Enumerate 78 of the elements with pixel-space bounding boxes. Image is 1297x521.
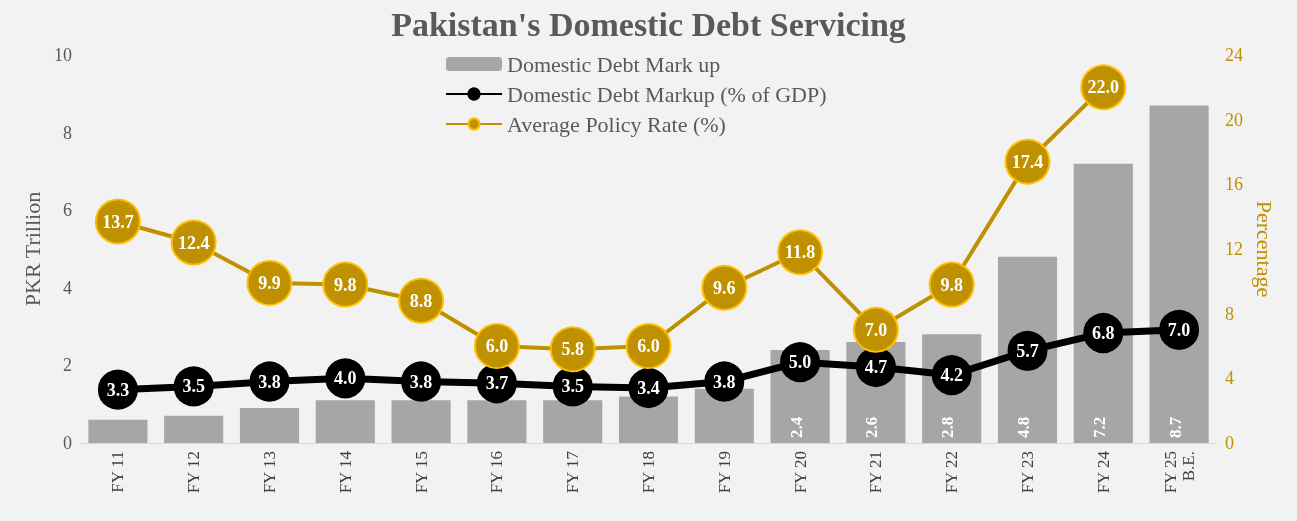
- data-label: 2.6: [862, 416, 882, 438]
- chart-title: Pakistan's Domestic Debt Servicing: [391, 5, 906, 43]
- data-label: 4.0: [334, 368, 357, 389]
- data-label: 6.0: [637, 336, 660, 356]
- bar: [391, 400, 451, 443]
- x-tick-label: FY 25 B.E.: [1160, 451, 1198, 494]
- data-label: 3.7: [485, 373, 509, 394]
- y2-tick-label: 16: [1225, 174, 1243, 195]
- y2-axis-title: Percentage: [1252, 200, 1278, 298]
- y-tick-label: 4: [63, 277, 72, 298]
- data-label: 11.8: [784, 242, 816, 263]
- bar: [239, 408, 300, 443]
- y-tick-label: 6: [63, 200, 72, 221]
- data-label: 3.5: [561, 376, 584, 397]
- data-label: 2.8: [938, 416, 958, 438]
- data-label: 8.8: [409, 290, 433, 311]
- data-label: 9.8: [334, 274, 357, 295]
- y-tick-label: 0: [63, 433, 72, 453]
- data-label: 3.8: [713, 371, 736, 392]
- bar: [467, 400, 527, 443]
- bar: [315, 400, 375, 443]
- data-label: 6.0: [485, 336, 509, 356]
- y2-tick-label: 8: [1225, 303, 1234, 324]
- data-label: 3.5: [182, 376, 205, 397]
- data-label: 9.9: [258, 272, 281, 293]
- x-tick-label: FY 15: [411, 451, 431, 494]
- x-tick-label: FY 20: [790, 451, 810, 494]
- y-tick-label: 10: [54, 45, 72, 65]
- data-label: 3.4: [637, 378, 660, 399]
- data-label: 6.8: [1092, 323, 1115, 344]
- data-label: 4.8: [1014, 416, 1033, 438]
- y-axis-title: PKR Trillion: [19, 191, 45, 307]
- bar: [543, 400, 603, 443]
- x-tick-label: FY 14: [335, 450, 355, 494]
- data-label: 3.8: [258, 371, 281, 392]
- data-label: 5.8: [561, 339, 584, 360]
- x-tick-label: FY 11: [108, 451, 128, 493]
- data-label: 5.7: [1016, 340, 1039, 361]
- y2-tick-label: 12: [1225, 239, 1243, 259]
- data-label: 9.6: [713, 277, 736, 298]
- x-tick-label: FY 21: [866, 451, 886, 494]
- data-label: 8.7: [1165, 416, 1185, 438]
- x-tick-label: FY 24: [1093, 450, 1113, 494]
- data-label: 7.2: [1089, 416, 1109, 438]
- data-label: 17.4: [1011, 151, 1044, 172]
- legend-label: Domestic Debt Markup (% of GDP): [507, 81, 827, 107]
- data-label: 3.8: [409, 371, 433, 392]
- data-label: 22.0: [1087, 77, 1120, 98]
- data-label: 13.7: [102, 211, 134, 232]
- y2-tick-label: 4: [1225, 368, 1234, 389]
- x-tick-label: FY 18: [639, 451, 658, 494]
- y-tick-label: 2: [63, 355, 72, 376]
- x-tick-label: FY 13: [260, 451, 279, 494]
- data-label: 7.0: [1167, 319, 1191, 340]
- y2-tick-label: 0: [1225, 433, 1234, 453]
- y2-tick-label: 24: [1225, 45, 1243, 65]
- data-label: 9.8: [940, 274, 963, 295]
- x-tick-label: FY 22: [942, 451, 962, 494]
- data-label: 4.7: [864, 357, 888, 378]
- x-tick-label: FY 17: [563, 450, 583, 494]
- x-tick-label: FY 23: [1018, 451, 1037, 494]
- x-tick-label: FY 12: [184, 451, 204, 494]
- x-tick-label: FY 19: [714, 451, 734, 494]
- data-label: 4.2: [940, 365, 963, 386]
- data-label: 3.3: [106, 379, 130, 400]
- legend-label: Average Policy Rate (%): [507, 111, 726, 137]
- bar: [1073, 163, 1133, 443]
- data-label: 2.4: [786, 416, 806, 438]
- bar: [88, 419, 148, 443]
- bar: [164, 415, 224, 443]
- y-tick-label: 8: [63, 122, 72, 143]
- x-tick-label: FY 16: [487, 451, 507, 494]
- bar: [1149, 105, 1209, 443]
- data-label: 5.0: [788, 352, 812, 373]
- legend-label: Domestic Debt Mark up: [507, 51, 721, 77]
- y2-tick-label: 20: [1225, 109, 1243, 130]
- data-label: 12.4: [177, 232, 210, 253]
- data-label: 7.0: [864, 319, 888, 340]
